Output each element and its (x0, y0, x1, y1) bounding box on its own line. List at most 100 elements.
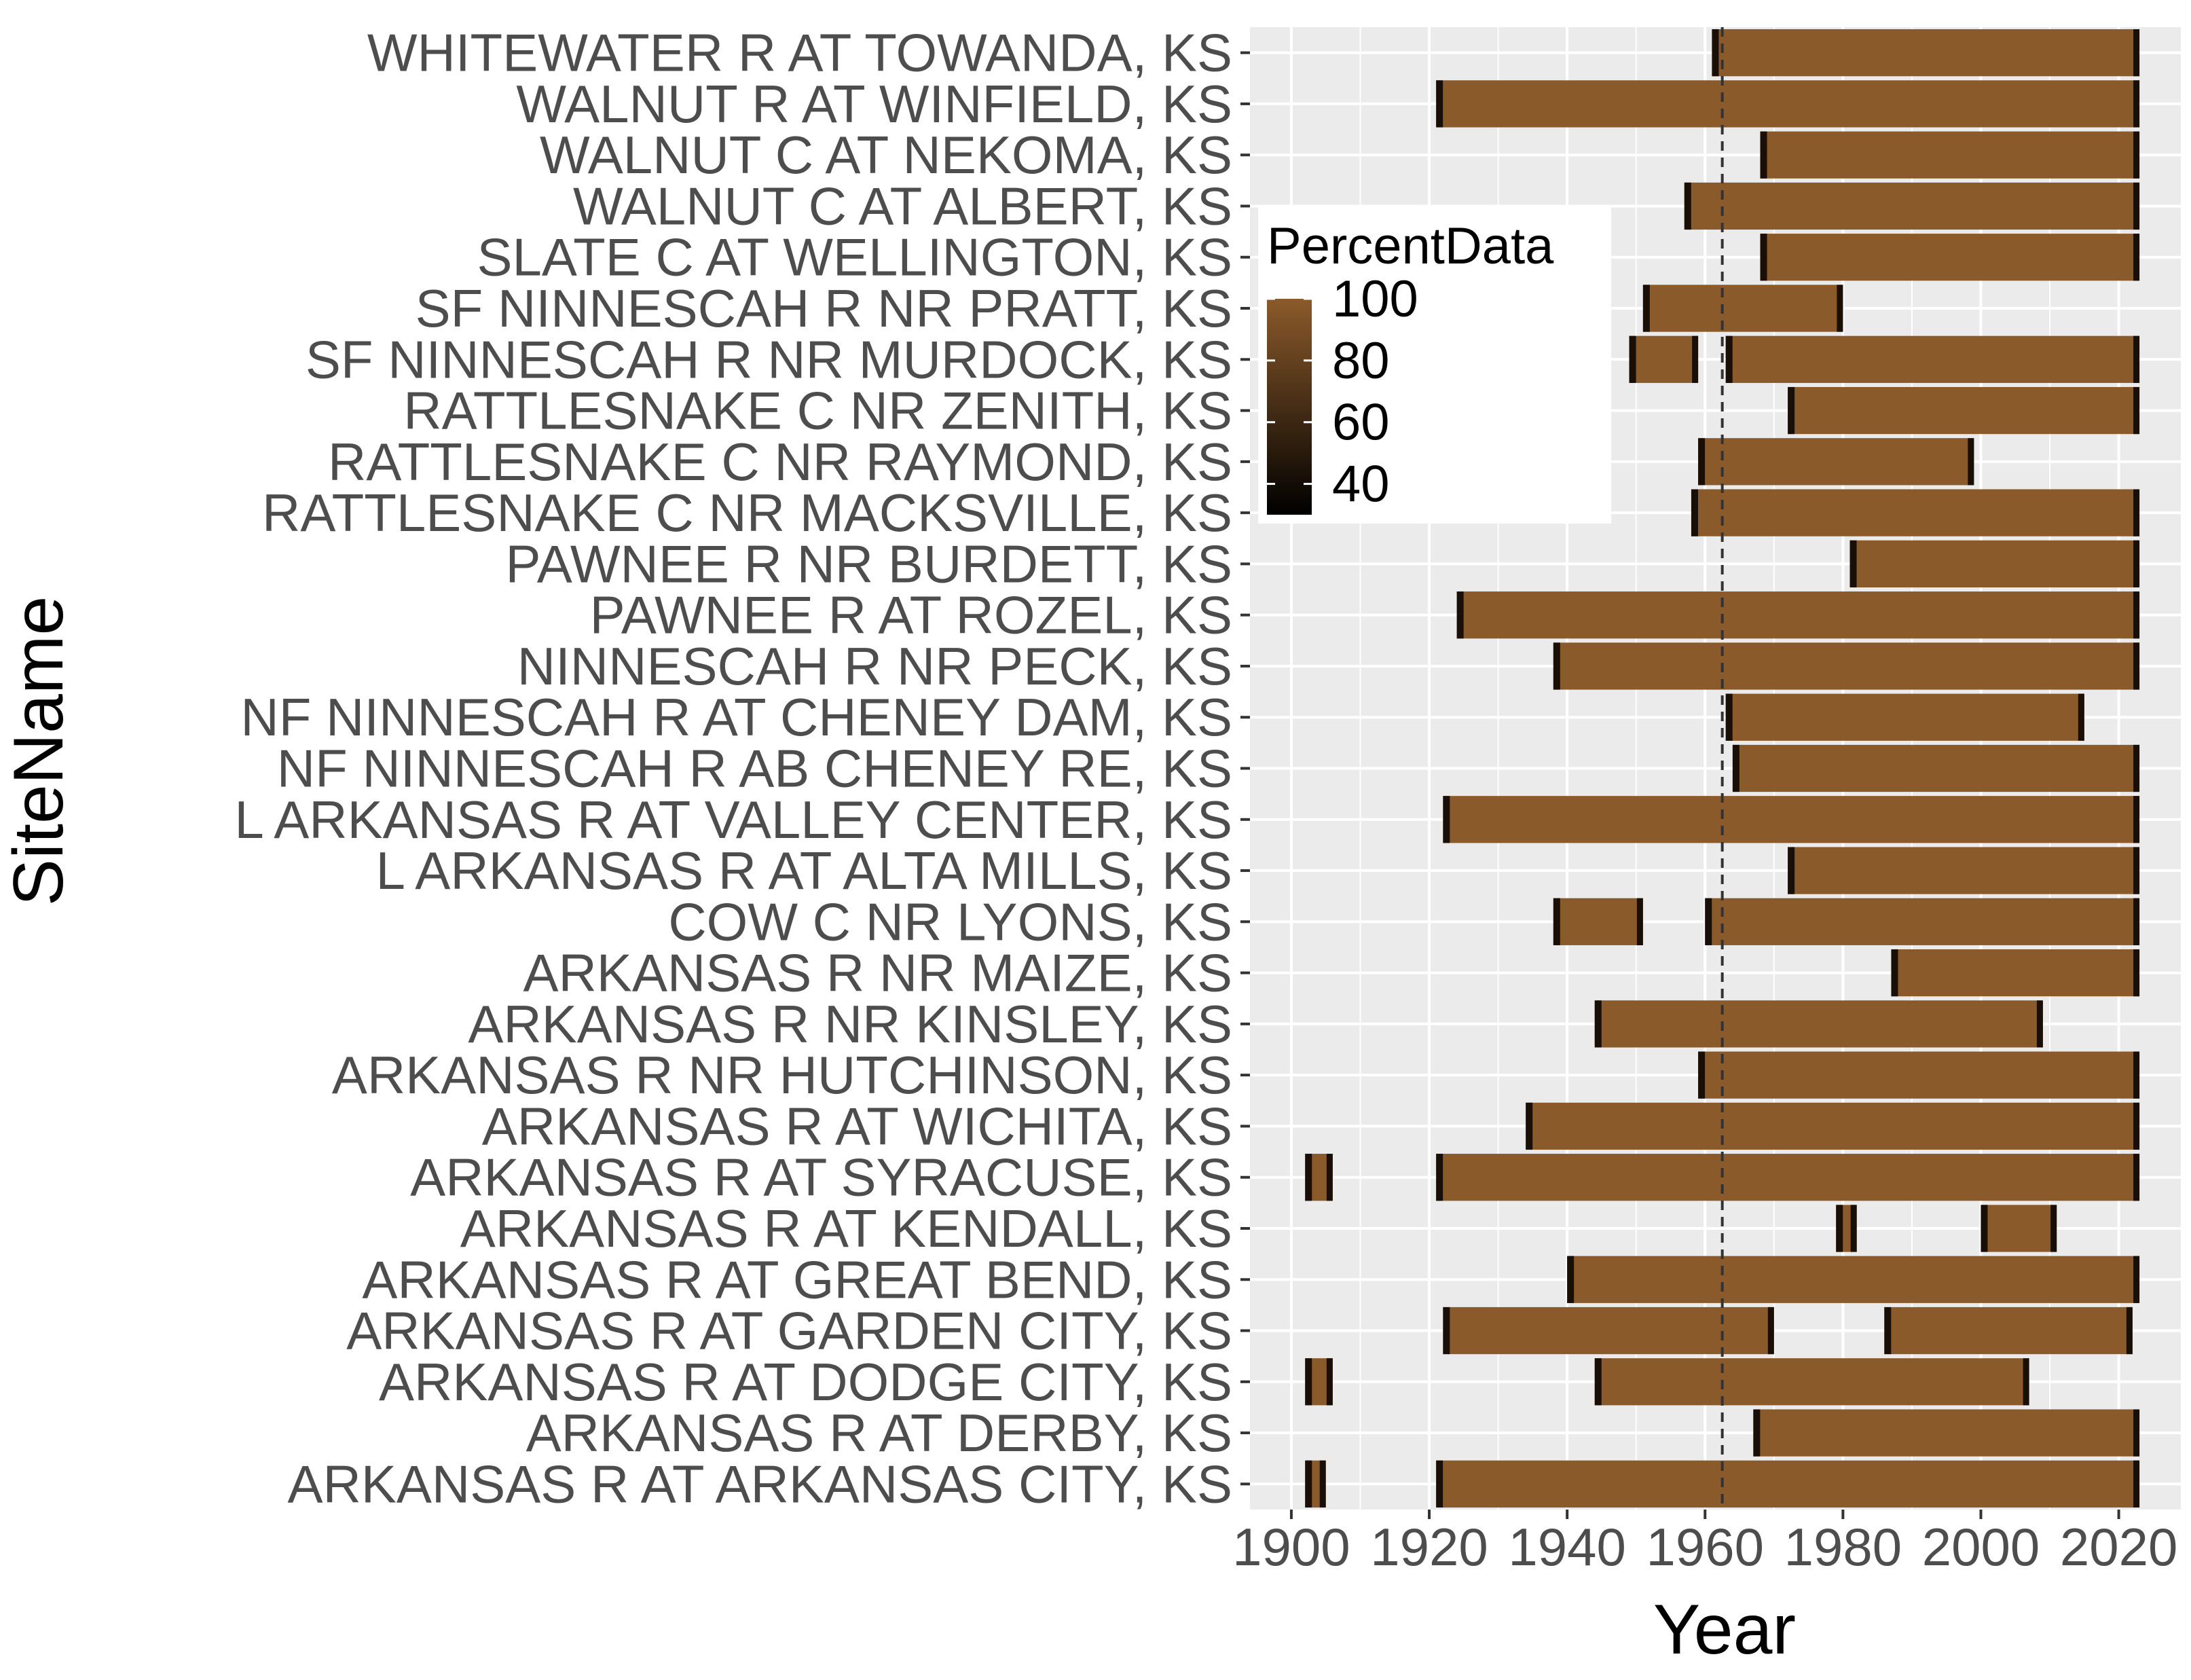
y-tick-label: L ARKANSAS R AT ALTA MILLS, KS (375, 841, 1232, 900)
y-tick-label: WHITEWATER R AT TOWANDA, KS (367, 23, 1232, 83)
x-tick-label: 2020 (2060, 1517, 2178, 1577)
bar-end-edge (2133, 1051, 2140, 1099)
bar-start-edge (1725, 693, 1733, 741)
bar-start-edge (1753, 1409, 1761, 1457)
legend-tick-label: 60 (1332, 394, 1390, 452)
y-tick-label: COW C NR LYONS, KS (668, 892, 1232, 951)
bar-end-edge (2133, 591, 2140, 639)
bar-start-edge (1849, 540, 1857, 588)
bar-start-edge (1836, 1205, 1843, 1252)
bar-end-edge (2133, 1409, 2140, 1457)
y-tick-label: WALNUT C AT NEKOMA, KS (540, 125, 1232, 185)
data-bar (1691, 489, 2140, 536)
data-bar (1849, 540, 2140, 588)
y-tick-label: RATTLESNAKE C NR RAYMOND, KS (328, 432, 1232, 492)
bar-start-edge (1436, 80, 1443, 128)
x-tick-label: 1900 (1232, 1517, 1350, 1577)
data-bars (1305, 29, 2140, 1508)
data-bar (1698, 438, 1974, 486)
data-bar (1760, 234, 2140, 281)
y-tick-label: RATTLESNAKE C NR MACKSVILLE, KS (262, 483, 1232, 543)
bar-end-edge (1319, 1460, 1326, 1508)
y-tick-label: ARKANSAS R AT SYRACUSE, KS (410, 1148, 1232, 1207)
bar-end-edge (2133, 234, 2140, 281)
x-axis-title: Year (1653, 1590, 1796, 1669)
y-tick-label: ARKANSAS R AT DODGE CITY, KS (379, 1352, 1232, 1412)
bar-end-edge (1326, 1154, 1333, 1201)
bar-start-edge (1732, 744, 1739, 792)
y-tick-label: PAWNEE R NR BURDETT, KS (506, 534, 1232, 594)
data-bar (1981, 1205, 2057, 1252)
x-tick-label: 2000 (1922, 1517, 2040, 1577)
bar-end-edge (2133, 386, 2140, 435)
bar-start-edge (1642, 285, 1650, 332)
bar-end-edge (2133, 1256, 2140, 1303)
bar-end-edge (2078, 693, 2084, 741)
data-bar (1436, 80, 2140, 128)
bar-start-edge (1305, 1358, 1312, 1406)
y-tick-label: WALNUT C AT ALBERT, KS (573, 176, 1232, 236)
bar-end-edge (1837, 285, 1843, 332)
x-tick-label: 1960 (1646, 1517, 1765, 1577)
bar-start-edge (1553, 898, 1560, 945)
x-tick-label: 1920 (1370, 1517, 1488, 1577)
bar-start-edge (1629, 335, 1636, 383)
legend-background (1258, 206, 1611, 524)
y-tick-label: ARKANSAS R AT GREAT BEND, KS (362, 1249, 1232, 1309)
bar-start-edge (1443, 796, 1450, 843)
y-tick-label: SLATE C AT WELLINGTON, KS (477, 227, 1232, 287)
data-bar (1705, 898, 2140, 945)
legend-title: PercentData (1267, 217, 1554, 275)
bar-end-edge (2133, 1460, 2140, 1508)
bar-end-edge (2133, 131, 2140, 179)
bar-start-edge (1305, 1154, 1312, 1201)
bar-end-edge (1850, 1205, 1857, 1252)
bar-end-edge (2126, 1307, 2133, 1355)
bar-start-edge (1705, 898, 1712, 945)
bar-end-edge (1968, 438, 1974, 486)
bar-end-edge (2133, 796, 2140, 843)
bar-start-edge (1526, 1102, 1533, 1150)
data-bar (1436, 1460, 2140, 1508)
bar-end-edge (2023, 1358, 2029, 1406)
bar-end-edge (2133, 335, 2140, 383)
bar-end-edge (2133, 182, 2140, 230)
bar-start-edge (1698, 1051, 1706, 1099)
bar-start-edge (1788, 847, 1795, 894)
data-bar (1594, 1358, 2029, 1406)
y-tick-label: ARKANSAS R AT GARDEN CITY, KS (346, 1301, 1232, 1361)
data-bar (1567, 1256, 2140, 1303)
bar-start-edge (1981, 1205, 1988, 1252)
bar-start-edge (1436, 1154, 1443, 1201)
bar-end-edge (2133, 489, 2140, 536)
bar-start-edge (1698, 438, 1706, 486)
bar-start-edge (1456, 591, 1464, 639)
bar-end-edge (2050, 1205, 2057, 1252)
data-bar (1788, 847, 2140, 894)
bar-start-edge (1884, 1307, 1892, 1355)
data-bar (1456, 591, 2140, 639)
y-tick-label: ARKANSAS R NR MAIZE, KS (523, 943, 1232, 1003)
bar-start-edge (1305, 1460, 1312, 1508)
bar-start-edge (1691, 489, 1698, 536)
bar-end-edge (2133, 80, 2140, 128)
y-tick-label: WALNUT R AT WINFIELD, KS (516, 74, 1232, 134)
data-bar (1725, 335, 2140, 383)
bar-start-edge (1760, 234, 1767, 281)
bar-end-edge (1692, 335, 1699, 383)
bar-end-edge (2133, 949, 2140, 997)
bar-end-edge (2133, 744, 2140, 792)
y-tick-label: ARKANSAS R AT KENDALL, KS (460, 1199, 1232, 1258)
data-bar (1684, 182, 2140, 230)
legend-tick-label: 80 (1332, 332, 1390, 390)
data-bar (1553, 898, 1643, 945)
x-tick-label: 1940 (1508, 1517, 1626, 1577)
data-bar (1788, 386, 2140, 435)
bar-start-edge (1594, 1358, 1602, 1406)
bar-start-edge (1436, 1460, 1443, 1508)
data-bar (1594, 1000, 2043, 1048)
bar-end-edge (2133, 847, 2140, 894)
